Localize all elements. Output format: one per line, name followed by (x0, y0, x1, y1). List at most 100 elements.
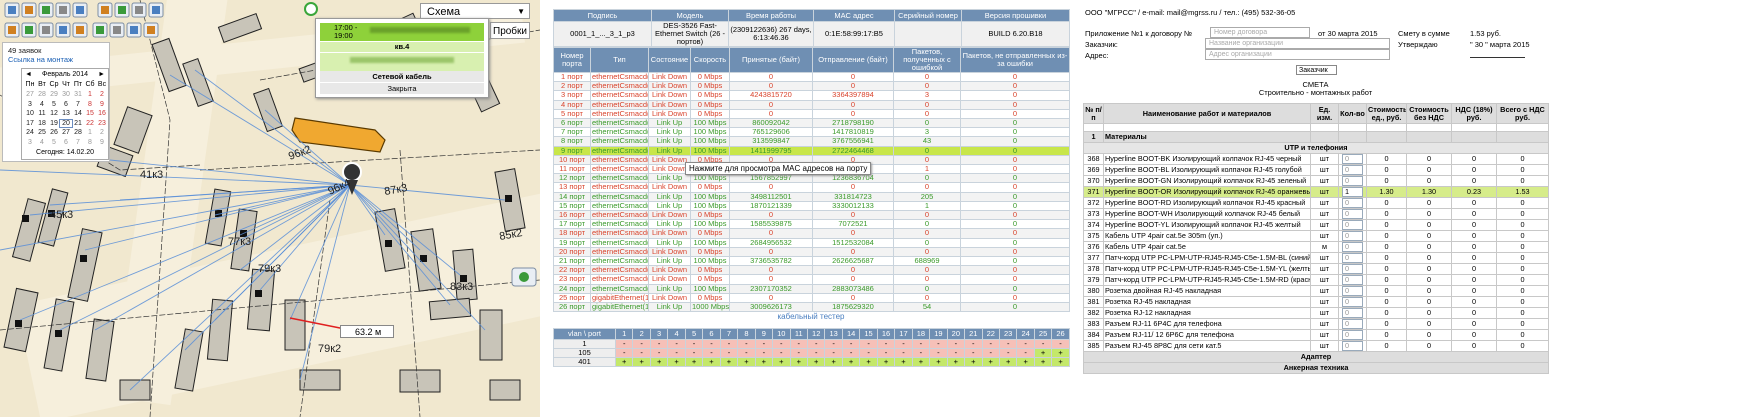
calendar-day[interactable]: 20 (59, 118, 73, 128)
calendar-today[interactable]: Сегодня: 14.02.20 (36, 149, 94, 156)
calendar-day[interactable]: 5 (52, 138, 56, 146)
layer-select[interactable]: Схема ▼ (420, 3, 530, 19)
calendar-day[interactable]: 4 (40, 138, 44, 146)
qty-input[interactable]: 0 (1342, 242, 1363, 252)
calendar-day[interactable]: 23 (98, 119, 106, 127)
calendar-day[interactable]: 5 (52, 100, 56, 108)
qty-input[interactable]: 0 (1342, 198, 1363, 208)
calendar-day[interactable]: 26 (50, 129, 58, 136)
contract-input[interactable]: Номер договора (1210, 27, 1310, 38)
calendar-day[interactable]: 7 (76, 100, 80, 108)
traffic-button[interactable]: Пробки (490, 22, 530, 39)
calendar-day[interactable]: 19 (50, 119, 58, 127)
calendar-prev[interactable]: ◄ (25, 71, 32, 78)
calendar-day[interactable]: 2 (100, 129, 104, 136)
calendar-day[interactable]: 21 (74, 119, 82, 127)
calendar-day[interactable]: 14 (74, 110, 82, 117)
calendar-day[interactable]: 3 (28, 100, 32, 108)
qty-input[interactable]: 0 (1342, 154, 1363, 164)
qty-input[interactable]: 0 (1342, 341, 1363, 351)
calendar-day[interactable]: 12 (50, 110, 58, 117)
qty-input[interactable]: 0 (1342, 308, 1363, 318)
qty-input[interactable]: 0 (1342, 231, 1363, 241)
calendar-day[interactable]: 7 (76, 138, 80, 146)
calendar-day[interactable]: 28 (74, 129, 82, 136)
port-cell: 0 (960, 182, 1070, 193)
calendar-day[interactable]: 18 (38, 119, 46, 127)
estimate-cell: 0 (1496, 164, 1549, 176)
qty-input[interactable]: 1 (1342, 187, 1363, 197)
calendar-day[interactable]: 9 (100, 138, 104, 146)
calendar-day[interactable]: 1 (88, 129, 92, 136)
calendar-day[interactable]: 6 (64, 138, 68, 146)
calendar-day[interactable]: 3 (28, 138, 32, 146)
calendar-day[interactable]: 4 (40, 100, 44, 108)
qty-input[interactable]: 0 (1342, 209, 1363, 219)
calendar-day[interactable]: 6 (64, 100, 68, 108)
calendar-day[interactable]: 30 (62, 91, 70, 98)
calendar-day[interactable]: 8 (88, 138, 92, 146)
calendar-day[interactable]: 1 (88, 91, 92, 98)
calendar-day[interactable]: 25 (38, 129, 46, 136)
port-cell: 0 (893, 154, 961, 166)
calendar-day[interactable]: 16 (98, 110, 106, 117)
calendar-day[interactable]: 29 (50, 91, 58, 98)
qty-input[interactable]: 0 (1342, 297, 1363, 307)
qty-input[interactable]: 0 (1342, 253, 1363, 263)
qty-input[interactable]: 0 (1342, 220, 1363, 230)
qty-input[interactable]: 0 (1342, 319, 1363, 329)
estimate-cell: 0 (1406, 274, 1452, 286)
qty-input[interactable]: 0 (1342, 264, 1363, 274)
calendar-day[interactable]: 11 (38, 110, 46, 117)
calendar-day[interactable]: 27 (26, 91, 34, 98)
address-input[interactable]: Адрес организации (1205, 49, 1390, 60)
calendar-day[interactable]: 9 (100, 100, 104, 108)
qty-input[interactable]: 0 (1342, 176, 1363, 186)
customer-input[interactable]: Название организации (1205, 38, 1390, 49)
calendar-day[interactable]: 27 (62, 129, 70, 136)
mount-link[interactable]: Ссылка на монтаж (8, 55, 74, 64)
vlan-cell: + (772, 357, 791, 367)
qty-input[interactable]: 0 (1342, 330, 1363, 340)
qty-input[interactable]: 0 (1342, 286, 1363, 296)
calendar-day[interactable]: 24 (26, 129, 34, 136)
calendar-day[interactable]: 15 (86, 110, 94, 117)
qty-input[interactable]: 0 (1342, 275, 1363, 285)
info-cell (894, 21, 962, 47)
calendar-day[interactable]: 31 (74, 91, 82, 98)
calendar-day[interactable]: 2 (100, 91, 104, 98)
cable-tester-link[interactable]: кабельный тестер (777, 312, 845, 321)
calendar-day[interactable]: 17 (26, 119, 34, 127)
calendar-day[interactable]: 28 (38, 91, 46, 98)
calendar-day[interactable]: 22 (86, 119, 94, 127)
qty-input[interactable]: 0 (1342, 165, 1363, 175)
calendar-day[interactable]: 13 (62, 110, 70, 117)
calendar-day[interactable]: 10 (26, 110, 34, 117)
calendar-day[interactable]: 8 (88, 100, 92, 108)
customer-select[interactable]: Заказчик (1296, 65, 1337, 75)
